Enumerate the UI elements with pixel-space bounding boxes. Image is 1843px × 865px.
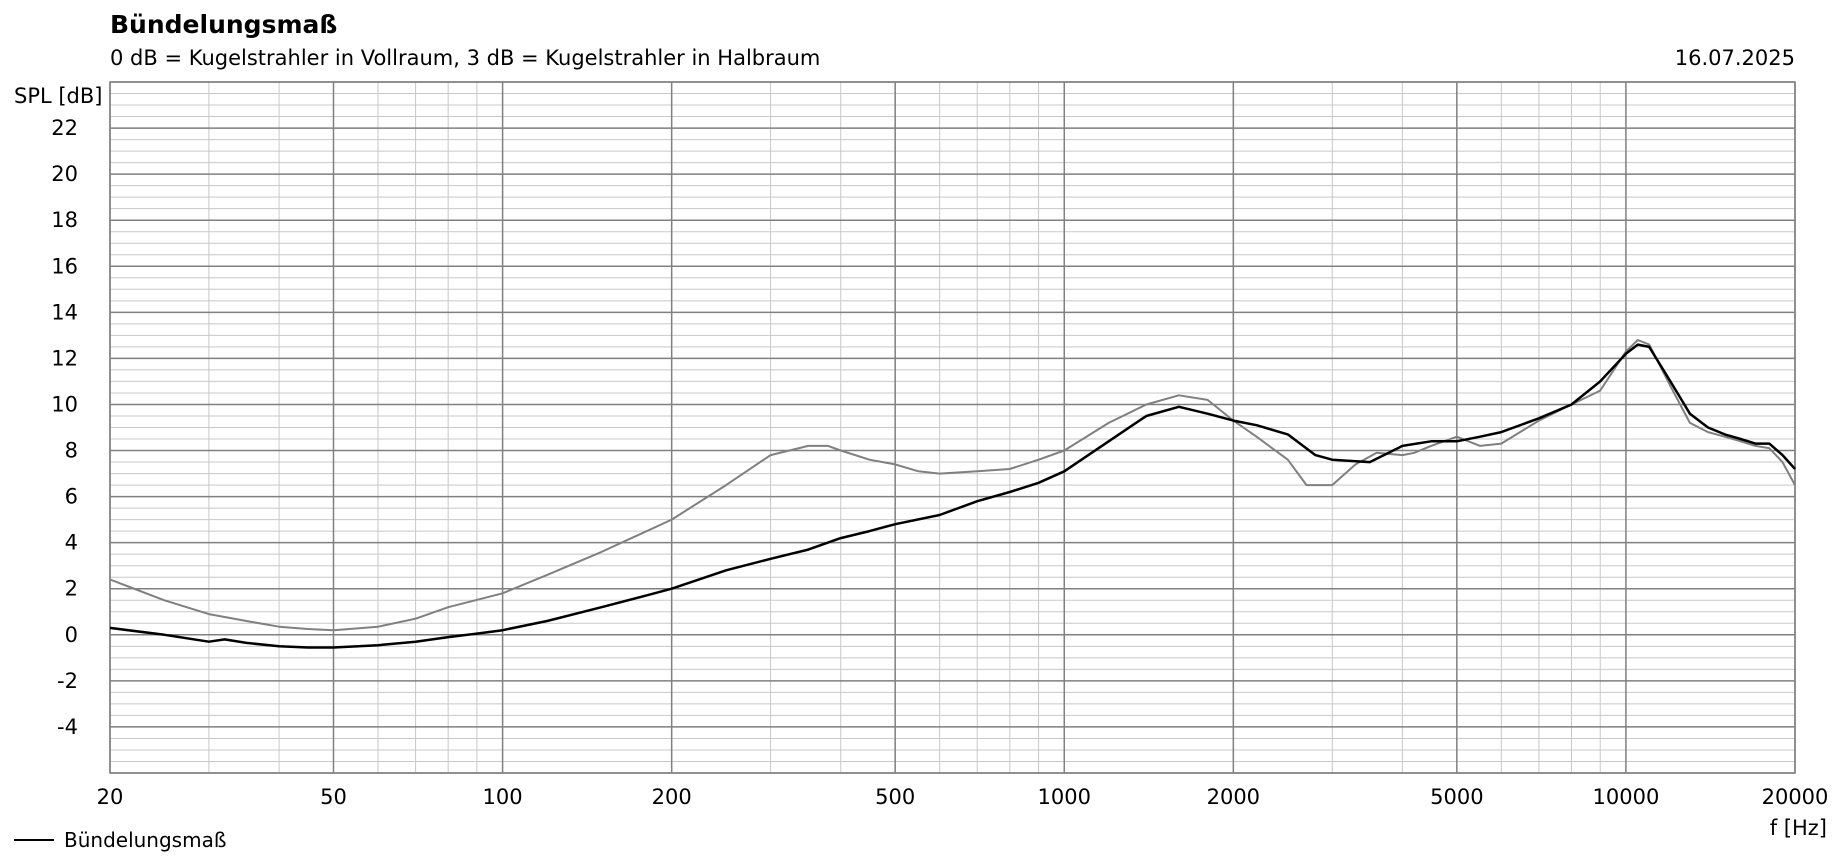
legend: Bündelungsmaß: [14, 828, 226, 852]
chart-date: 16.07.2025: [1674, 46, 1795, 70]
x-tick-label: 5000: [1430, 785, 1483, 809]
y-tick-label: 20: [51, 162, 78, 186]
y-tick-label: 14: [51, 300, 78, 324]
y-tick-label: 12: [51, 346, 78, 370]
x-tick-label: 50: [320, 785, 347, 809]
x-tick-label: 500: [875, 785, 915, 809]
y-tick-label: 6: [65, 485, 78, 509]
grid-minor: [109, 81, 1796, 774]
series-layer: [109, 339, 1796, 649]
y-tick-label: 8: [65, 439, 78, 463]
y-tick-label: -4: [57, 715, 78, 739]
y-tick-label: 16: [51, 254, 78, 278]
tick-layer: 20 50 100 200 500 1000 2000 5000 10000 20000 -4 -2 0…: [51, 116, 1828, 809]
plot-frame: [109, 81, 1796, 774]
series-line-main: [109, 343, 1796, 649]
y-tick-label: 10: [51, 392, 78, 416]
y-tick-label: 2: [65, 577, 78, 601]
x-tick-label: 200: [652, 785, 692, 809]
x-tick-label: 10000: [1593, 785, 1660, 809]
legend-label: Bündelungsmaß: [64, 828, 227, 852]
y-tick-label: 0: [65, 623, 78, 647]
chart-title: Bündelungsmaß: [110, 10, 338, 39]
x-tick-label: 2000: [1207, 785, 1260, 809]
x-axis-label: f [Hz]: [1770, 816, 1827, 840]
y-tick-label: 22: [51, 116, 78, 140]
y-tick-label: -2: [57, 669, 78, 693]
x-tick-label: 20: [97, 785, 124, 809]
x-tick-label: 100: [483, 785, 523, 809]
series-line-secondary: [109, 339, 1796, 632]
y-axis-label: SPL [dB]: [14, 84, 103, 108]
y-tick-label: 18: [51, 208, 78, 232]
y-tick-label: 4: [65, 531, 78, 555]
legend-swatch: [14, 839, 54, 841]
x-tick-label: 20000: [1762, 785, 1829, 809]
chart-subtitle: 0 dB = Kugelstrahler in Vollraum, 3 dB =…: [110, 46, 821, 70]
x-tick-label: 1000: [1038, 785, 1091, 809]
